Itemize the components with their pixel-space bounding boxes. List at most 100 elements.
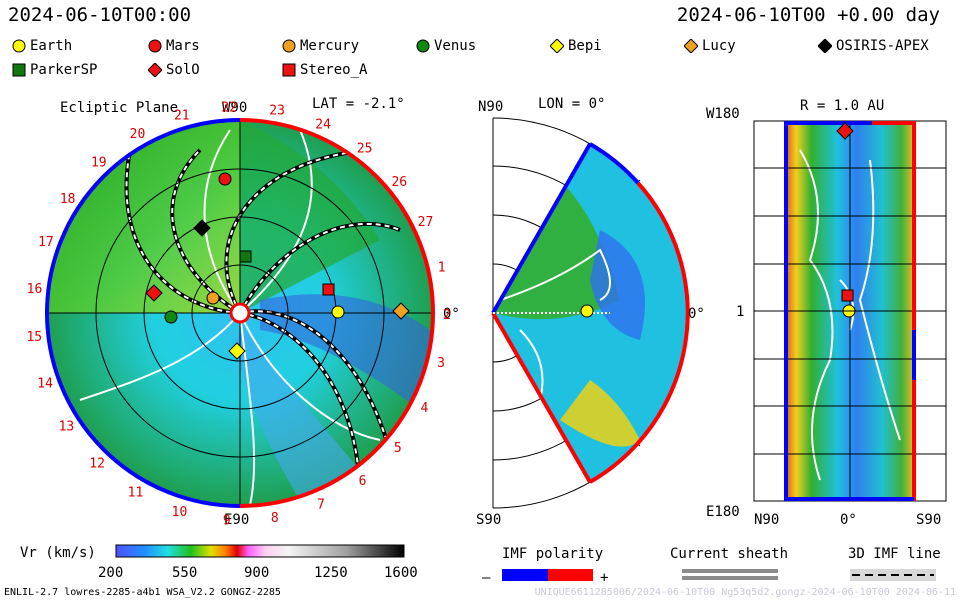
lucy-marker-icon bbox=[684, 39, 698, 53]
solo-marker-icon bbox=[836, 122, 854, 140]
legend-label: Stereo_A bbox=[300, 62, 368, 78]
mars-marker-icon bbox=[148, 39, 162, 53]
mercury-marker-icon bbox=[282, 39, 296, 53]
carrington-label: 11 bbox=[128, 486, 144, 501]
carrington-label: 18 bbox=[60, 192, 76, 207]
venus-marker-icon bbox=[416, 39, 430, 53]
legend-item-mercury: Mercury bbox=[282, 38, 359, 54]
e90-label: E90 bbox=[224, 512, 249, 528]
legend-label: Venus bbox=[434, 38, 477, 54]
legend-item-parkersp: ParkerSP bbox=[12, 62, 97, 78]
carrington-label: 22 bbox=[221, 100, 237, 115]
carrington-label: 3 bbox=[437, 356, 445, 371]
meridional-zero-label: 0° bbox=[688, 306, 705, 322]
legend-item-earth: Earth bbox=[12, 38, 72, 54]
stereo-a-marker-icon bbox=[841, 289, 854, 302]
lon-label: LON = 0° bbox=[538, 96, 605, 112]
current-sheath-legend: Current sheath bbox=[670, 546, 788, 580]
current-sheath-title: Current sheath bbox=[670, 546, 788, 562]
venus-marker-icon bbox=[164, 310, 178, 324]
carrington-label: 17 bbox=[38, 235, 54, 250]
radial-one-label: 1 bbox=[736, 304, 744, 320]
carrington-label: 2 bbox=[443, 308, 451, 323]
left-datetime: 2024-06-10T00:00 bbox=[8, 4, 192, 26]
carrington-label: 8 bbox=[271, 511, 279, 526]
mercury-marker-icon bbox=[206, 291, 220, 305]
n90-label: N90 bbox=[478, 99, 503, 115]
osiris-apex-marker-icon bbox=[193, 219, 211, 237]
carrington-label: 21 bbox=[174, 108, 190, 123]
vr-colorbar: Vr (km/s) 200 550 900 1250 1600 bbox=[20, 544, 418, 581]
legend-label: Mercury bbox=[300, 38, 360, 54]
legend-label: Mars bbox=[166, 38, 200, 54]
legend-label: Bepi bbox=[568, 38, 602, 54]
carrington-label: 1 bbox=[438, 260, 446, 275]
run-id-footer: UNIQUE6611285006/2024-06-10T00 Ng53q5d2.… bbox=[534, 587, 956, 598]
earth-marker-icon bbox=[580, 304, 594, 318]
carrington-label: 19 bbox=[91, 156, 107, 171]
carrington-label: 9 bbox=[223, 514, 231, 529]
radial-zero-label: 0° bbox=[840, 512, 857, 528]
model-info-footer: ENLIL-2.7 lowres-2285-a4b1 WSA_V2.2 GONG… bbox=[4, 587, 281, 598]
legend-item-bepi: Bepi bbox=[550, 38, 602, 54]
legend-item-osiris-apex: OSIRIS-APEX bbox=[818, 38, 929, 54]
body-legend: Earth Mars Mercury Venus Bepi Lucy OSIRI… bbox=[0, 38, 960, 88]
carrington-label: 25 bbox=[357, 142, 373, 157]
meridional-panel: N90 LON = 0° S90 0° bbox=[476, 96, 705, 528]
colorbar-tick-900: 900 bbox=[244, 565, 269, 581]
colorbar-tick-1600: 1600 bbox=[384, 565, 418, 581]
parkersp-marker-icon bbox=[12, 63, 26, 77]
carrington-label: 16 bbox=[27, 282, 43, 297]
legend-label: Lucy bbox=[702, 38, 736, 54]
lat-label: LAT = -2.1° bbox=[312, 96, 405, 112]
carrington-label: 6 bbox=[359, 474, 367, 489]
osiris-apex-marker-icon bbox=[818, 39, 832, 53]
right-datetime: 2024-06-10T00 +0.00 day bbox=[676, 4, 940, 26]
earth-marker-icon bbox=[331, 305, 345, 319]
colorbar-tick-550: 550 bbox=[172, 565, 197, 581]
legend-item-mars: Mars bbox=[148, 38, 200, 54]
carrington-label: 20 bbox=[130, 127, 146, 142]
carrington-label: 7 bbox=[317, 498, 325, 513]
legend-item-lucy: Lucy bbox=[684, 38, 736, 54]
carrington-label: 23 bbox=[269, 103, 285, 118]
parkersp-marker-icon bbox=[239, 250, 252, 263]
carrington-label: 24 bbox=[315, 117, 331, 132]
radial-s90-label: S90 bbox=[916, 512, 941, 528]
legend-item-solo: SolO bbox=[148, 62, 200, 78]
r-label: R = 1.0 AU bbox=[800, 98, 884, 114]
colorbar-tick-1250: 1250 bbox=[314, 565, 348, 581]
colorbar-tick-200: 200 bbox=[98, 565, 123, 581]
imf-line-legend: 3D IMF line bbox=[848, 546, 941, 581]
solo-marker-icon bbox=[148, 63, 162, 77]
legend-label: Earth bbox=[30, 38, 73, 54]
carrington-label: 15 bbox=[26, 330, 42, 345]
stereo-a-marker-icon bbox=[322, 283, 335, 296]
carrington-label: 12 bbox=[89, 457, 105, 472]
ecliptic-zero-label: 0° bbox=[443, 306, 460, 322]
w90-label: W90 bbox=[222, 100, 247, 116]
legend-item-venus: Venus bbox=[416, 38, 476, 54]
radial-panel: W180 R = 1.0 AU 1 E180 N90 0° S90 bbox=[706, 98, 947, 528]
imf-plus-label: + bbox=[600, 570, 608, 586]
s90-label: S90 bbox=[476, 512, 501, 528]
solo-marker-icon bbox=[145, 284, 163, 302]
imf-line-title: 3D IMF line bbox=[848, 546, 941, 562]
sun-icon bbox=[229, 302, 251, 324]
legend-item-stereo-a: Stereo_A bbox=[282, 62, 367, 78]
carrington-label: 13 bbox=[59, 420, 75, 435]
carrington-label: 14 bbox=[37, 377, 53, 392]
carrington-label: 4 bbox=[420, 401, 428, 416]
ecliptic-title: Ecliptic Plane bbox=[60, 100, 178, 116]
legend-label: OSIRIS-APEX bbox=[836, 38, 929, 54]
imf-minus-label: – bbox=[482, 570, 491, 586]
carrington-label: 26 bbox=[391, 175, 407, 190]
lucy-marker-icon bbox=[392, 302, 410, 320]
colorbar-label: Vr (km/s) bbox=[20, 545, 96, 561]
w180-label: W180 bbox=[706, 106, 740, 122]
carrington-label: 10 bbox=[172, 505, 188, 520]
ecliptic-panel: Ecliptic Plane W90 LAT = -2.1° E90 0° 12… bbox=[26, 96, 459, 529]
carrington-label: 27 bbox=[418, 215, 434, 230]
stereo-a-marker-icon bbox=[282, 63, 296, 77]
